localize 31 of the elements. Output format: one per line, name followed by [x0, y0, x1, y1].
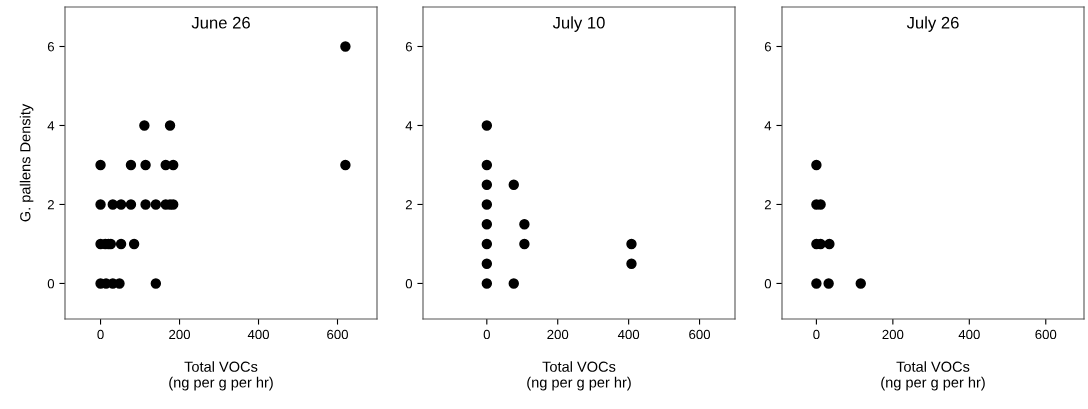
x-tick-label: 200 — [882, 329, 904, 340]
y-tick-label: 0 — [405, 279, 413, 289]
y-tick-label: 2 — [405, 200, 412, 210]
x-tick-label: 200 — [169, 329, 191, 340]
x-tick-label: 0 — [97, 329, 104, 340]
text: July 26 — [906, 16, 959, 32]
y-tick-label: 6 — [405, 42, 412, 52]
x-tick-label: 600 — [689, 329, 711, 340]
y-axis-title: G. pallens Density — [19, 103, 34, 222]
y-tick-label: 4 — [764, 121, 772, 131]
chart-title: June 26 — [191, 16, 250, 29]
y-tick-label: 4 — [405, 121, 413, 131]
x-axis-title: Total VOCs (ng per g per hr) — [527, 361, 631, 391]
y-tick-label: 0 — [764, 279, 772, 289]
x-axis-title: Total VOCs (ng per g per hr) — [169, 361, 273, 391]
x-tick-label: 400 — [247, 329, 270, 340]
y-tick-label: 0 — [47, 279, 55, 289]
y-tick-label: 4 — [47, 121, 55, 131]
x-tick-label: 200 — [547, 329, 569, 340]
x-tick-label: 0 — [813, 329, 820, 340]
y-tick-label: 2 — [764, 200, 771, 210]
x-tick-label: 600 — [1035, 329, 1057, 340]
y-tick-label: 2 — [47, 200, 54, 210]
text: July 10 — [552, 16, 605, 32]
y-tick-label: 6 — [47, 42, 54, 52]
x-tick-label: 400 — [617, 329, 640, 340]
x-tick-label: 400 — [958, 329, 980, 340]
x-tick-label: 0 — [483, 329, 490, 340]
x-axis-title: Total VOCs (ng per g per hr) — [881, 361, 985, 391]
y-tick-label: 6 — [764, 42, 771, 52]
x-tick-label: 600 — [327, 329, 348, 340]
